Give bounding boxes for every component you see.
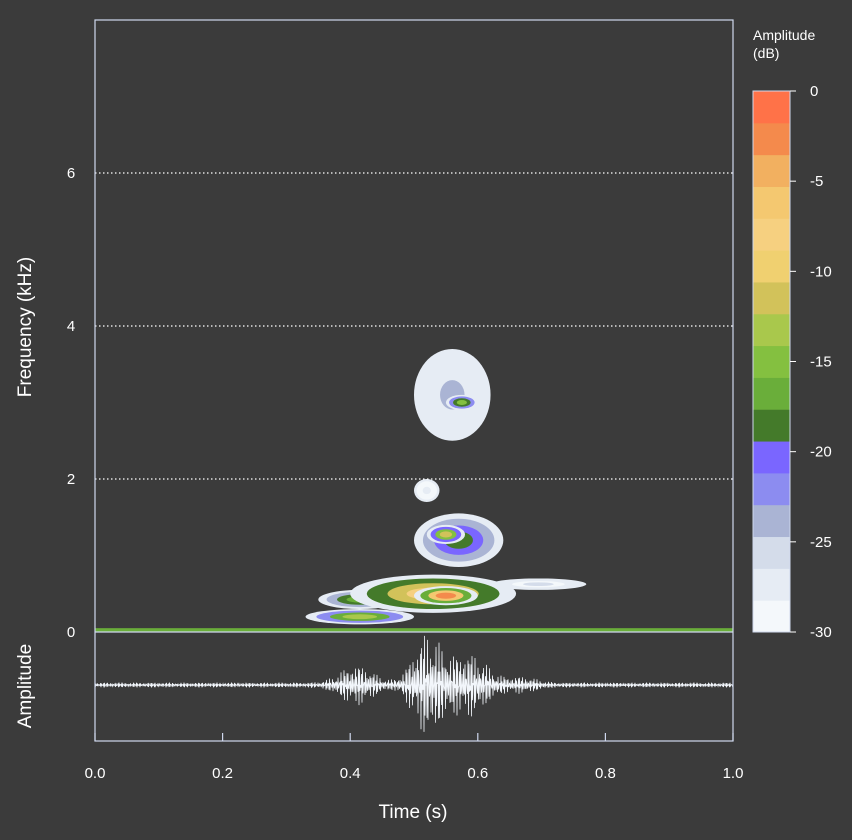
spectrogram-feature	[490, 578, 587, 590]
spectrogram-feature	[305, 609, 414, 625]
colorbar-tick-label: -30	[810, 624, 832, 641]
y-tick-label: 4	[67, 318, 75, 335]
colorbar-swatch	[753, 568, 790, 601]
oscillogram-layer	[94, 635, 734, 732]
y-axis-label: Frequency (kHz)	[15, 257, 36, 397]
colorbar-swatch	[753, 441, 790, 474]
colorbar-swatch	[753, 154, 790, 187]
colorbar-tick-label: -20	[810, 444, 832, 461]
spectrogram-feature	[426, 524, 466, 545]
axes-layer: 0.0 0.2 0.4 0.6 0.8 1.0 0 2 4 6	[67, 165, 744, 782]
oscillogram-axis-label: Amplitude	[15, 644, 36, 729]
x-tick-label: 0.0	[85, 765, 106, 782]
x-tick-label: 1.0	[723, 765, 744, 782]
colorbar-tick-label: -5	[810, 173, 823, 190]
grid-layer	[95, 172, 733, 480]
plot-border	[94, 19, 734, 742]
x-tick-label: 0.4	[340, 765, 361, 782]
x-tick-label: 0.8	[595, 765, 616, 782]
x-tick-label: 0.2	[212, 765, 233, 782]
colorbar-swatch	[753, 536, 790, 569]
spectrogram-contour	[342, 614, 378, 620]
oscillogram-waveform	[94, 635, 734, 732]
spectrogram-feature	[414, 586, 478, 606]
colorbar-swatch	[753, 186, 790, 219]
colorbar-swatch	[753, 91, 790, 124]
spectrogram-contour	[439, 531, 453, 538]
plot-frame	[94, 19, 734, 742]
colorbar-title-unit: (dB)	[753, 45, 779, 61]
spectrogram-contour	[422, 486, 431, 495]
y-tick-label: 6	[67, 165, 75, 182]
x-tick-label: 0.6	[467, 765, 488, 782]
colorbar-tick-label: -15	[810, 354, 832, 371]
colorbar: 0 -5 -10 -15 -20 -25 -30	[752, 83, 832, 641]
colorbar-swatch	[753, 281, 790, 315]
colorbar-swatch	[753, 377, 790, 410]
colorbar-swatch	[753, 472, 790, 506]
colorbar-swatch	[753, 218, 790, 251]
spectrogram-feature	[414, 479, 440, 502]
colorbar-title: Amplitude	[753, 27, 815, 43]
colorbar-swatch	[753, 409, 790, 442]
colorbar-swatch	[753, 250, 790, 283]
colorbar-swatch	[753, 122, 790, 156]
colorbar-swatch	[753, 600, 790, 633]
spectrogram-feature	[414, 348, 491, 441]
colorbar-tick-label: 0	[810, 83, 818, 100]
colorbar-tick-label: -10	[810, 263, 832, 280]
spectrogram-contour	[523, 582, 554, 587]
spectrogram-contour	[456, 400, 467, 405]
spectrogram-contour	[435, 592, 457, 599]
spectrogram-layer	[95, 348, 733, 632]
baseline-energy-band	[95, 628, 733, 632]
y-tick-label: 2	[67, 471, 75, 488]
spectrogram-feature	[445, 394, 478, 411]
colorbar-swatch	[753, 345, 790, 378]
colorbar-swatch	[753, 313, 790, 347]
colorbar-swatch	[753, 504, 790, 538]
colorbar-tick-label: -25	[810, 534, 832, 551]
y-tick-label: 0	[67, 624, 75, 641]
x-axis-label: Time (s)	[379, 802, 448, 823]
